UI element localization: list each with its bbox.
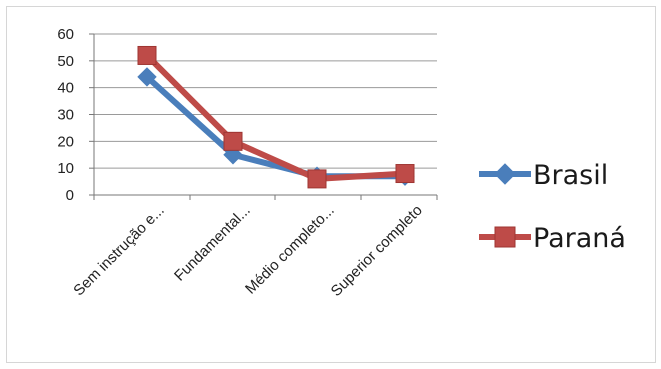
y-tick-label: 40 [57,80,74,97]
legend-marker [494,163,516,185]
x-axis-category-labels: Sem instrução e... Fundamental...Médio co… [70,202,426,300]
series-parana [137,45,415,189]
x-category-label: Médio completo... [242,202,338,298]
legend-item: Brasil [479,160,608,191]
legend-label: Paraná [533,223,626,254]
legend: Brasil Paraná [479,160,626,254]
x-category-label: Fundamental... [171,202,254,285]
data-point [137,67,157,87]
legend-label: Brasil [533,160,608,191]
x-category-label: Sem instrução e... [70,202,168,300]
x-category-label: Superior completo [328,202,426,300]
y-axis-tick-labels: 0 10 20 30 40 50 60 [57,26,74,204]
legend-item: Paraná [479,223,626,254]
y-tick-label: 30 [57,107,74,124]
y-tick-label: 0 [66,187,74,204]
data-point [223,131,243,151]
y-tick-label: 10 [57,160,74,177]
data-point [307,169,327,189]
legend-marker [494,226,516,248]
y-tick-label: 50 [57,53,74,70]
series-lines [137,45,415,189]
axes [89,33,438,200]
data-point [395,164,415,184]
data-point [137,45,157,65]
line-chart: 0 10 20 30 40 50 60 Sem instrução e... Fundamen… [57,26,626,300]
y-tick-label: 60 [57,26,74,43]
chart-frame: 0 10 20 30 40 50 60 Sem instrução e... Fundamen… [6,6,656,363]
series-line [144,52,408,182]
y-tick-label: 20 [57,133,74,150]
